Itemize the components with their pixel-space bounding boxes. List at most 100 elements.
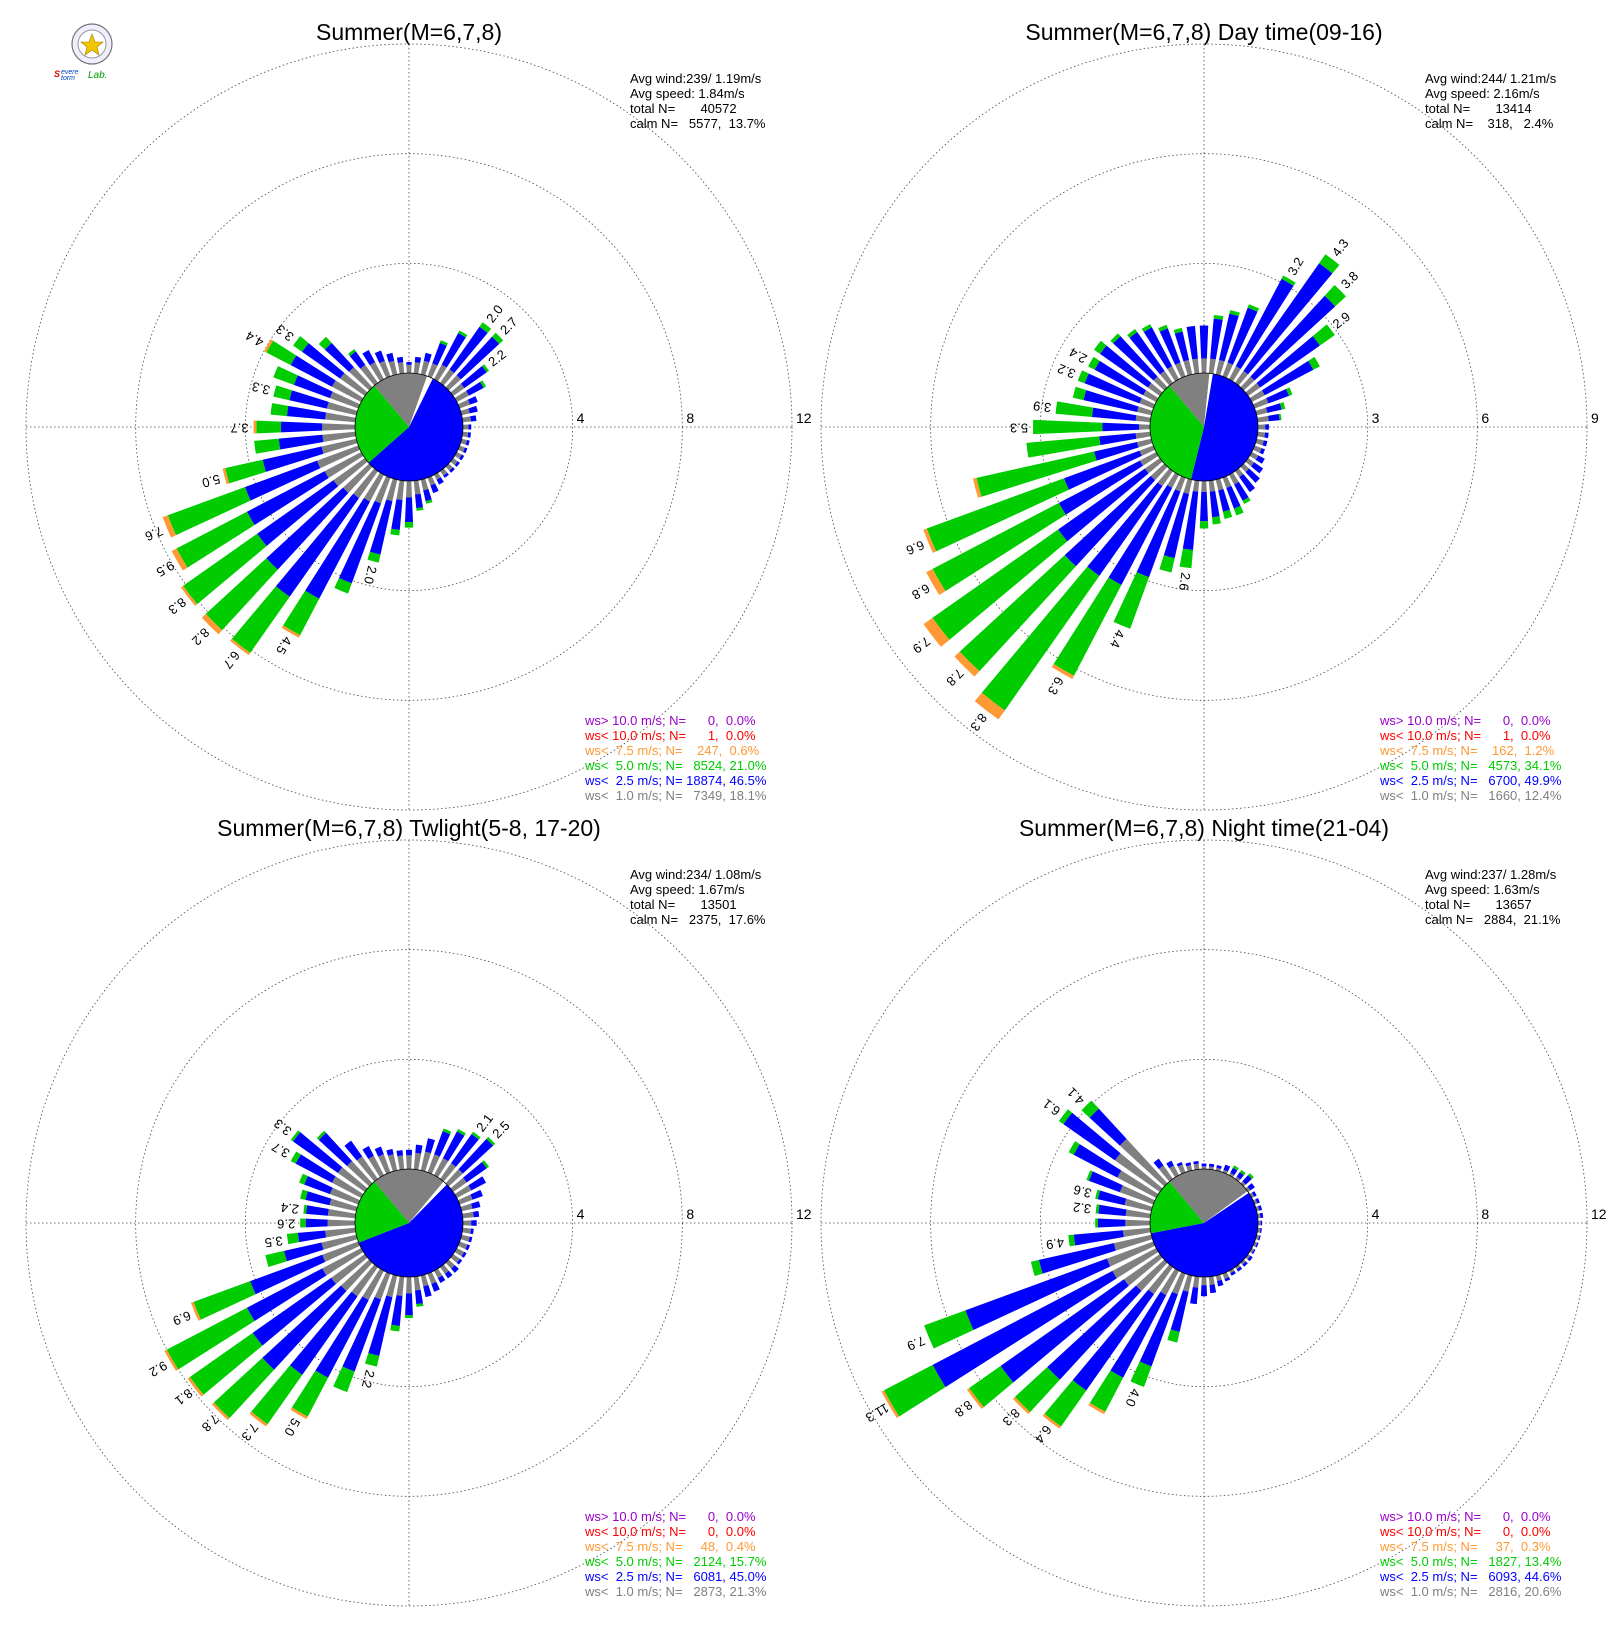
wind-bar-segment xyxy=(340,373,368,396)
wind-bar-segment xyxy=(1201,480,1207,492)
wind-bar-segment xyxy=(462,1211,474,1219)
wind-bar-segment xyxy=(881,1390,900,1418)
wind-bar-segment xyxy=(1245,382,1261,396)
wind-bar-segment xyxy=(434,1131,451,1157)
wind-bar-segment xyxy=(1193,1163,1200,1170)
wind-bar-segment xyxy=(386,352,395,363)
wind-bar-segment xyxy=(442,1131,465,1162)
wind-bar-segment xyxy=(462,1227,471,1234)
wind-bar-segment xyxy=(1199,521,1209,529)
wind-bar-segment xyxy=(1167,366,1179,382)
wind-bar-segment xyxy=(1123,1254,1163,1286)
wind-bar-segment xyxy=(337,1167,368,1192)
wind-bar-segment xyxy=(1286,387,1293,396)
wind-bar-segment xyxy=(1042,1413,1062,1429)
calm-pie-slice xyxy=(1150,1181,1204,1234)
wind-bar-segment xyxy=(1210,318,1223,360)
wind-bar-segment xyxy=(1153,1158,1164,1169)
wind-bar-segment xyxy=(445,1169,463,1187)
wind-bar-segment xyxy=(1255,438,1264,446)
wind-bar-segment xyxy=(1139,445,1156,456)
wind-bar-segment xyxy=(1236,1172,1244,1180)
wind-bar-segment xyxy=(1209,490,1220,518)
wind-bar-segment xyxy=(1239,474,1256,493)
wind-bar-segment xyxy=(329,1198,358,1212)
wind-bar-segment xyxy=(470,1201,481,1209)
wind-bar-segment xyxy=(454,461,460,467)
wind-bar-segment xyxy=(966,1388,984,1409)
wind-bar-segment xyxy=(321,438,358,454)
wind-bar-segment xyxy=(391,1295,403,1326)
wind-rose-panel-4: Summer(M=6,7,8) Night time(21-04) 4 8 12 4.0… xyxy=(820,815,1607,1607)
wind-bar-segment xyxy=(1192,1276,1200,1288)
wind-bar-segment xyxy=(1026,436,1101,458)
wind-bar-segment xyxy=(451,1265,459,1273)
wind-bar-segment xyxy=(369,362,384,382)
wind-bar-segment xyxy=(470,415,477,422)
wind-bar-segment xyxy=(374,350,385,364)
bar-total-label: 5.0 xyxy=(281,1416,303,1439)
wind-bar-segment xyxy=(315,1296,369,1378)
wind-bar-segment xyxy=(1229,310,1240,317)
wind-bar-segment xyxy=(390,528,400,536)
bar-total-label: 8.1 xyxy=(172,1386,195,1409)
wind-bar-segment xyxy=(256,420,282,434)
wind-bar-segment xyxy=(386,1148,394,1156)
wind-bar-segment xyxy=(1257,424,1266,430)
wind-bar-segment xyxy=(406,1155,412,1170)
bar-total-label: 4.4 xyxy=(243,328,266,350)
wind-bar-segment xyxy=(374,475,391,504)
wind-bar-segment xyxy=(396,356,404,364)
calm-pie-slice xyxy=(355,385,409,463)
wind-bar-segment xyxy=(1114,1153,1163,1192)
legend-entry: ws< 5.0 m/s; N= 2124, 15.7% xyxy=(584,1554,767,1569)
wind-bar-segment xyxy=(329,391,361,409)
wind-bar-segment xyxy=(1250,295,1336,381)
wind-bar-segment xyxy=(1259,1228,1262,1233)
wind-bar-segment xyxy=(1141,324,1152,333)
range-tick-label: 4 xyxy=(577,410,585,426)
wind-bar-segment xyxy=(414,356,422,364)
wind-bar-segment xyxy=(322,1241,361,1262)
bar-total-label: 11.3 xyxy=(863,1400,892,1425)
wind-bar-segment xyxy=(1110,333,1121,344)
wind-bar-segment xyxy=(374,1146,384,1157)
stats-line: Avg wind:237/ 1.28m/s xyxy=(1425,867,1557,882)
wind-bar-segment xyxy=(468,1176,487,1191)
bar-total-label: 3.2 xyxy=(1055,361,1077,382)
wind-bar-segment xyxy=(1257,1220,1261,1226)
wind-bar-segment xyxy=(1077,370,1089,384)
wind-bar-segment xyxy=(1222,362,1233,379)
legend-entry: ws< 1.0 m/s; N= 1660, 12.4% xyxy=(1379,788,1562,803)
wind-bar-segment xyxy=(162,515,176,538)
wind-bar-segment xyxy=(1247,304,1260,312)
bar-total-label: 7.9 xyxy=(905,1333,927,1354)
wind-bar-segment xyxy=(293,375,333,399)
wind-bar-segment xyxy=(397,1155,405,1170)
wind-bar-segment xyxy=(351,1264,378,1297)
wind-bar-segment xyxy=(406,480,412,498)
wind-bar-segment xyxy=(1135,415,1151,423)
wind-bar-segment xyxy=(1182,490,1199,550)
wind-bar-segment xyxy=(171,548,188,571)
wind-bar-segment xyxy=(286,405,327,420)
wind-bar-segment xyxy=(327,1209,356,1219)
chart-title: Summer(M=6,7,8) xyxy=(316,19,502,45)
wind-bar-segment xyxy=(415,1144,423,1154)
wind-bar-segment xyxy=(1235,468,1244,478)
wind-bar-segment xyxy=(246,471,329,525)
wind-bar-segment xyxy=(434,1268,443,1279)
wind-bar-segment xyxy=(1147,382,1163,396)
wind-bar-segment xyxy=(456,1128,466,1136)
bar-total-label: 2.9 xyxy=(1330,309,1353,332)
wind-bar-segment xyxy=(1251,1191,1257,1197)
wind-bar-segment xyxy=(457,445,465,453)
wind-bar-segment xyxy=(1233,505,1244,516)
wind-bar-segment xyxy=(1265,403,1282,413)
wind-bar-segment xyxy=(926,478,1069,552)
wind-bar-segment xyxy=(1169,1165,1179,1178)
wind-bar-segment xyxy=(303,1204,308,1214)
wind-bar-segment xyxy=(465,1244,471,1251)
calm-circle xyxy=(354,372,464,482)
wind-bar-segment xyxy=(1100,345,1152,388)
